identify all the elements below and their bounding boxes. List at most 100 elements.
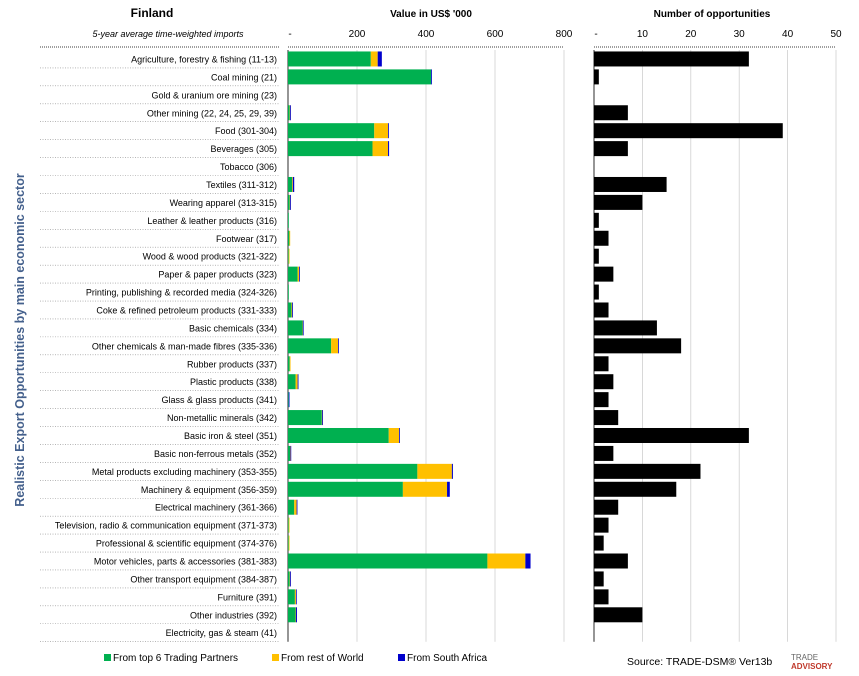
- count-bar: [594, 463, 701, 479]
- legend-swatch: [398, 654, 405, 661]
- logo-line1: TRADE: [791, 653, 818, 662]
- logo-line2: ADVISORY: [791, 662, 833, 671]
- count-tick-label: 30: [734, 29, 746, 40]
- category-label: Beverages (305): [210, 144, 277, 154]
- category-label: Other industries (392): [190, 610, 277, 620]
- value-bar-top6: [288, 535, 289, 551]
- count-tick-label: 50: [830, 29, 842, 40]
- value-bar-rest-of-world: [294, 499, 297, 515]
- value-bar-south-africa: [288, 392, 290, 408]
- category-label: Rubber products (337): [187, 359, 277, 369]
- value-bar-top6: [288, 302, 292, 318]
- value-bar-rest-of-world: [487, 553, 526, 569]
- value-bar-top6: [288, 266, 298, 282]
- count-bar: [594, 284, 599, 300]
- value-bar-top6: [288, 427, 389, 443]
- value-bar-south-africa: [388, 141, 390, 157]
- value-bar-south-africa: [290, 571, 291, 587]
- category-label: Non-metallic minerals (342): [167, 413, 277, 423]
- value-bar-rest-of-world: [297, 266, 300, 282]
- category-label: Tobacco (306): [220, 162, 277, 172]
- count-chart-title: Number of opportunities: [654, 9, 771, 20]
- count-bar: [594, 445, 614, 461]
- category-label: Gold & uranium ore mining (23): [151, 90, 277, 100]
- value-bar-top6: [288, 230, 290, 246]
- count-bar: [594, 499, 619, 515]
- count-bar: [594, 69, 599, 85]
- count-bar: [594, 302, 609, 318]
- value-bar-rest-of-world: [288, 535, 290, 551]
- value-bar-rest-of-world: [372, 141, 389, 157]
- value-bar-rest-of-world: [288, 248, 290, 264]
- count-tick-label: -: [594, 29, 597, 40]
- value-tick-label: 600: [487, 29, 504, 40]
- value-bar-top6: [288, 463, 418, 479]
- count-tick-label: 10: [637, 29, 649, 40]
- value-bar-rest-of-world: [331, 338, 339, 354]
- category-label: Basic non-ferrous metals (352): [154, 449, 277, 459]
- category-label: Coke & refined petroleum products (331-3…: [96, 305, 277, 315]
- value-bar-rest-of-world: [289, 230, 291, 246]
- value-bar-rest-of-world: [289, 356, 291, 372]
- count-bar: [594, 517, 609, 533]
- value-bar-rest-of-world: [402, 481, 448, 497]
- category-label: Coal mining (21): [211, 72, 277, 82]
- count-bar: [594, 427, 749, 443]
- value-bar-rest-of-world: [288, 517, 290, 533]
- category-label: Glass & glass products (341): [161, 395, 277, 405]
- value-bar-top6: [288, 248, 289, 264]
- category-label: Printing, publishing & recorded media (3…: [86, 288, 277, 298]
- value-bar-south-africa: [295, 607, 297, 623]
- category-label: Footwear (317): [216, 234, 277, 244]
- value-bar-top6: [288, 410, 322, 426]
- value-bar-south-africa: [295, 589, 297, 605]
- legend-label: From rest of World: [281, 653, 364, 664]
- count-bar: [594, 535, 604, 551]
- category-label: Other mining (22, 24, 25, 29, 39): [147, 108, 277, 118]
- category-label: Furniture (391): [217, 592, 277, 602]
- value-tick-label: 400: [418, 29, 435, 40]
- category-label: Metal products excluding machinery (353-…: [92, 467, 277, 477]
- y-axis-label: Realistic Export Opportunities by main e…: [13, 173, 27, 507]
- category-label: Leather & leather products (316): [147, 216, 277, 226]
- count-bar: [594, 266, 614, 282]
- subtitle: 5-year average time-weighted imports: [92, 29, 244, 39]
- count-bar: [594, 212, 599, 228]
- value-bar-top6: [288, 374, 296, 390]
- value-bar-top6: [288, 141, 373, 157]
- category-label: Machinery & equipment (356-359): [141, 485, 277, 495]
- value-bar-top6: [288, 517, 289, 533]
- value-bar-top6: [288, 284, 289, 300]
- category-label: Plastic products (338): [190, 377, 277, 387]
- category-label: Other chemicals & man-made fibres (335-3…: [92, 341, 277, 351]
- value-bar-top6: [288, 392, 289, 408]
- count-bar: [594, 248, 599, 264]
- count-bar: [594, 481, 677, 497]
- value-bar-south-africa: [292, 302, 293, 318]
- value-bar-top6: [288, 553, 488, 569]
- count-bar: [594, 356, 609, 372]
- value-bar-top6: [288, 481, 403, 497]
- value-bar-south-africa: [447, 481, 450, 497]
- category-label: Wood & wood products (321-322): [143, 252, 277, 262]
- value-bar-south-africa: [296, 499, 298, 515]
- value-bar-rest-of-world: [294, 589, 296, 605]
- value-chart-title: Value in US$ '000: [390, 9, 472, 20]
- value-bar-top6: [288, 123, 375, 139]
- value-bar-south-africa: [377, 51, 382, 67]
- value-bar-south-africa: [290, 194, 291, 210]
- value-bar-rest-of-world: [374, 123, 389, 139]
- count-bar: [594, 410, 619, 426]
- value-bar-top6: [288, 338, 332, 354]
- value-bar-top6: [288, 571, 290, 587]
- count-bar: [594, 123, 783, 139]
- count-bar: [594, 141, 628, 157]
- value-bar-top6: [288, 445, 291, 461]
- count-bar: [594, 392, 609, 408]
- count-bar: [594, 338, 682, 354]
- value-bar-south-africa: [290, 445, 292, 461]
- count-bar: [594, 607, 643, 623]
- value-bar-south-africa: [302, 320, 304, 336]
- category-label: Paper & paper products (323): [158, 270, 277, 280]
